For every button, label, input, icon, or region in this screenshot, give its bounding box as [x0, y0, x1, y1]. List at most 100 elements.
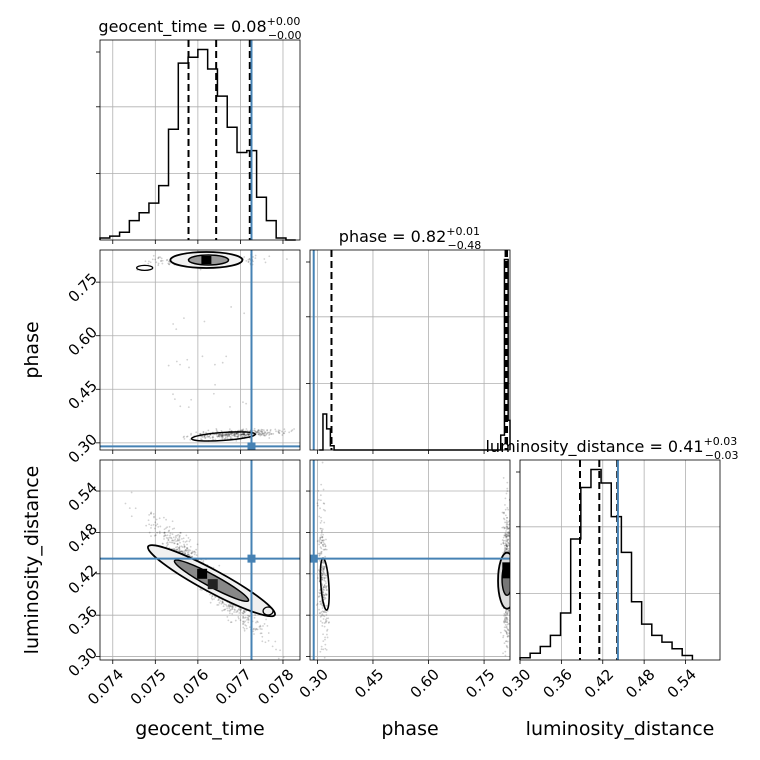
sample-point [228, 435, 231, 438]
sample-point [161, 259, 164, 262]
sample-point [200, 589, 203, 591]
sample-point [322, 562, 325, 565]
sample-point [242, 401, 244, 404]
sample-point [150, 524, 153, 527]
sample-point [234, 605, 237, 608]
sample-point [264, 432, 267, 435]
sample-point [506, 612, 509, 615]
sample-point [282, 432, 285, 435]
sample-point [506, 526, 508, 528]
sample-point [155, 518, 158, 521]
y-tick-label: 0.30 [65, 644, 101, 680]
x-tick-label: 0.42 [581, 665, 617, 701]
truth-marker [247, 554, 256, 563]
sample-point [223, 603, 226, 606]
sample-point [322, 596, 325, 598]
grid [310, 460, 510, 660]
sample-point [181, 537, 183, 540]
sample-point [178, 538, 181, 541]
sample-point [267, 639, 270, 642]
sample-point [503, 518, 506, 521]
sample-point [212, 433, 215, 436]
sample-point [237, 616, 240, 618]
sample-point [172, 536, 175, 539]
sample-point [216, 604, 219, 606]
sample-point [231, 606, 233, 608]
sample-point [179, 550, 181, 553]
sample-point [248, 258, 251, 261]
title-sup: +0.01 [446, 225, 480, 238]
sample-point [189, 438, 192, 441]
sample-point [188, 549, 190, 551]
sample-point [320, 552, 323, 555]
sample-point [242, 610, 245, 613]
sample-point [323, 574, 326, 576]
sample-point [320, 527, 323, 530]
sample-point [235, 432, 238, 435]
sample-point [191, 551, 194, 554]
sample-point [236, 610, 239, 613]
sample-point [255, 627, 257, 630]
sample-point [235, 433, 238, 436]
sample-point [144, 260, 147, 263]
sample-point [325, 593, 328, 596]
sample-point [255, 628, 258, 631]
sample-point [221, 361, 224, 364]
sample-point [248, 257, 251, 260]
sample-point [506, 621, 509, 624]
sample-point [320, 602, 323, 605]
sample-point [279, 649, 281, 652]
sample-point [224, 608, 227, 611]
sample-point [505, 619, 508, 621]
sample-point [173, 527, 176, 530]
panel-title: phase = 0.82+0.01 −0.48 [339, 225, 481, 252]
sample-point [268, 255, 271, 258]
sample-point [190, 552, 193, 554]
sample-point [163, 532, 166, 535]
sample-point [222, 605, 225, 608]
sample-point [147, 262, 150, 265]
sample-point [257, 430, 259, 433]
sample-point [224, 603, 227, 606]
title-sub: −0.00 [268, 29, 302, 42]
sample-point [324, 555, 327, 558]
sample-point [229, 605, 232, 608]
sample-point [323, 571, 325, 574]
sample-point [291, 429, 294, 431]
sample-point [182, 552, 185, 554]
sample-point [221, 601, 224, 604]
sample-point [178, 534, 181, 537]
sample-point [164, 534, 166, 536]
sample-point [323, 615, 326, 618]
sample-point [502, 542, 505, 545]
sample-point [320, 550, 323, 553]
sample-point [241, 429, 243, 432]
sample-point [322, 568, 325, 571]
sample-point [211, 595, 214, 597]
sample-point [166, 259, 168, 262]
sample-point [246, 619, 248, 621]
sample-point [187, 550, 190, 553]
sample-point [321, 610, 324, 613]
sample-point [168, 541, 171, 544]
sample-point [254, 629, 257, 631]
sample-point [228, 434, 230, 437]
sample-point [184, 549, 187, 551]
x-tick-label: 0.36 [540, 665, 576, 701]
sample-point [506, 547, 508, 549]
sample-point [229, 604, 232, 607]
sample-point [319, 507, 321, 510]
sample-point [171, 533, 174, 536]
grid [100, 250, 300, 450]
sample-point [320, 541, 323, 544]
sample-point [320, 539, 323, 542]
sample-point [502, 636, 505, 639]
sample-point [163, 528, 166, 531]
title-sup: +0.03 [704, 435, 738, 448]
sample-point [168, 263, 170, 266]
sample-point [315, 604, 318, 606]
sample-point [189, 538, 192, 541]
sample-point [152, 254, 155, 257]
sample-point [150, 512, 152, 515]
sample-point [242, 617, 245, 620]
